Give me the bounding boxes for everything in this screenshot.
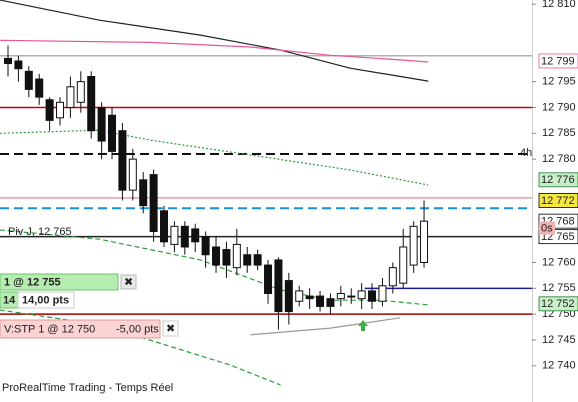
stop-close-icon[interactable]: ✖ xyxy=(166,323,175,335)
candle-body xyxy=(336,292,345,300)
candle-body xyxy=(253,254,262,266)
timer: 0s xyxy=(541,223,553,235)
price-axis: 12 810 12 795 12 790 12 785 12 780 12 760 12 7… xyxy=(532,0,578,372)
price-tag-label: 12 772 xyxy=(541,195,575,207)
y-tick-label: 12 810 xyxy=(542,0,576,10)
candle-body xyxy=(295,290,304,302)
price-tag xyxy=(538,193,578,208)
candles xyxy=(4,45,429,330)
candle-body xyxy=(212,246,221,266)
candle-body xyxy=(66,86,75,108)
y-tick-label: 12 785 xyxy=(542,127,576,139)
price-tag xyxy=(538,53,578,69)
candle-body xyxy=(274,259,283,313)
candle-body xyxy=(160,210,169,243)
candle-body xyxy=(45,99,54,121)
candle-body xyxy=(4,57,13,65)
candle-body xyxy=(170,225,179,245)
indicator-line xyxy=(0,129,429,186)
candle-body xyxy=(368,290,377,302)
indicator-line xyxy=(0,39,429,63)
candle-body xyxy=(316,295,325,307)
y-tick-label: 12 790 xyxy=(542,101,576,113)
candle-body xyxy=(14,60,23,70)
stop-box xyxy=(0,319,161,339)
candle-body xyxy=(388,267,397,287)
candle-body xyxy=(409,225,418,266)
y-tick-label: 12 795 xyxy=(542,76,576,88)
candle-body xyxy=(180,225,189,248)
candle-body xyxy=(35,78,44,98)
candle-body xyxy=(139,179,148,207)
order-panel: 1 @ 12 755 ✖ 14 14,00 pts V:STP 1 @ 12 7… xyxy=(0,273,179,339)
y-tick-label: 12 760 xyxy=(542,256,576,268)
candle-body xyxy=(420,220,429,263)
candle-body xyxy=(97,106,106,142)
price-tag-label: 12 776 xyxy=(541,174,575,186)
buy-order: 1 @ 12 755 xyxy=(4,276,61,288)
candle-body xyxy=(56,101,65,119)
stop-close-button[interactable] xyxy=(162,320,179,337)
y-tick-label: 12 740 xyxy=(542,360,576,372)
candle-body xyxy=(399,246,408,284)
indicator-line xyxy=(250,317,401,336)
candle-body xyxy=(87,75,96,132)
candle-body xyxy=(24,70,33,90)
candle-body xyxy=(118,130,127,191)
candle-body xyxy=(76,81,85,103)
y-tick-label: 12 745 xyxy=(542,334,576,346)
candle-body xyxy=(305,295,314,300)
close-icon[interactable]: ✖ xyxy=(124,276,133,288)
period-label: 4h xyxy=(520,147,532,159)
candle-body xyxy=(284,280,293,313)
candle-body xyxy=(222,249,231,266)
candle-body xyxy=(347,295,356,298)
price-tag xyxy=(538,296,578,312)
price-tag xyxy=(538,172,578,188)
stop-order: V:STP 1 @ 12 750 xyxy=(4,323,95,335)
footer: ProRealTime Trading - Temps Réel xyxy=(2,382,173,394)
timer-tag xyxy=(539,221,555,235)
candle-body xyxy=(243,254,252,266)
candle-body xyxy=(191,228,200,243)
pivot-label: Piv J, 12 765 xyxy=(8,226,72,238)
candle-body xyxy=(264,264,273,294)
close-button[interactable] xyxy=(120,274,137,290)
qty: 14 xyxy=(3,294,16,306)
candle-body xyxy=(149,174,158,232)
y-tick-label: 12 780 xyxy=(542,153,576,165)
candle-body xyxy=(378,285,387,302)
stop-pts: -5,00 pts xyxy=(116,323,159,335)
candle-body xyxy=(357,290,366,300)
buy-box xyxy=(0,273,119,291)
pts: 14,00 pts xyxy=(22,294,69,306)
execution-arrow xyxy=(358,320,368,331)
candle-body xyxy=(108,114,117,152)
indicator-line xyxy=(0,0,429,82)
candle-body xyxy=(201,236,210,256)
y-tick-label: 12 755 xyxy=(542,282,576,294)
candle-body xyxy=(232,243,241,269)
candle-body xyxy=(326,298,335,307)
price-tag-label: 12 799 xyxy=(541,55,575,67)
pts-box xyxy=(17,291,75,309)
price-tag-label: 12 752 xyxy=(541,298,575,310)
candle-body xyxy=(128,158,137,191)
